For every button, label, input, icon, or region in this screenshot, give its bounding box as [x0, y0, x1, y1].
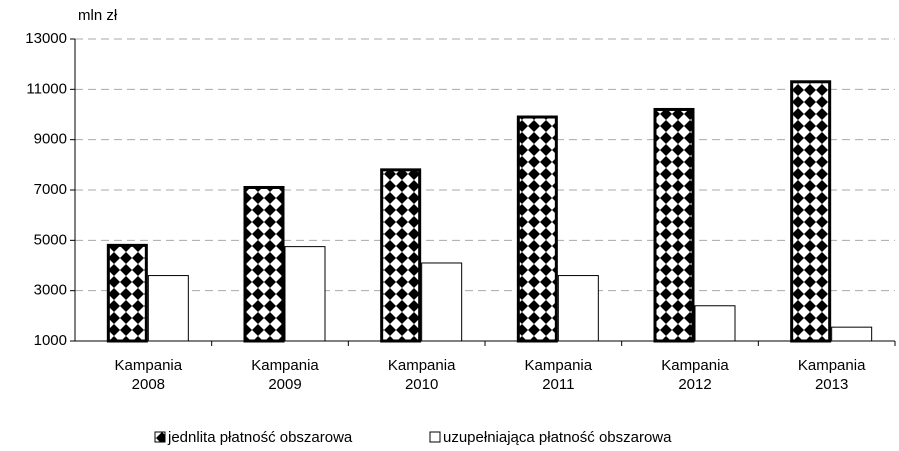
bar [380, 168, 422, 343]
x-tick-label: Kampania 2009 [251, 357, 319, 393]
bar [790, 80, 832, 343]
y-tick-label: 9000 [34, 131, 67, 148]
x-tick-label: Kampania 2010 [387, 357, 456, 393]
bar [243, 185, 285, 343]
bar [653, 107, 695, 343]
x-tick-label: Kampania 2013 [797, 357, 866, 393]
y-tick-label: 7000 [34, 181, 67, 198]
legend-label: uzupełniająca płatność obszarowa [443, 429, 672, 446]
bar [831, 326, 873, 342]
bar [106, 243, 148, 343]
y-tick-label: 5000 [34, 231, 67, 248]
y-tick-label: 13000 [25, 30, 67, 47]
bar [284, 246, 326, 342]
bar [694, 305, 736, 342]
x-tick-label: Kampania 2011 [524, 357, 593, 393]
bar [421, 262, 463, 342]
bar [516, 115, 558, 343]
y-tick-label: 3000 [34, 282, 67, 299]
legend-swatch [429, 431, 441, 443]
x-tick-label: Kampania 2008 [114, 357, 183, 393]
y-tick-label: 1000 [34, 332, 67, 349]
x-tick-label: Kampania 2012 [661, 357, 729, 393]
legend-swatch [154, 431, 166, 443]
y-tick-label: 11000 [26, 80, 67, 97]
bar [147, 275, 189, 342]
bar [557, 275, 599, 342]
y-axis-label: mln zł [78, 7, 118, 24]
legend-label: jednlita płatność obszarowa [167, 429, 353, 446]
